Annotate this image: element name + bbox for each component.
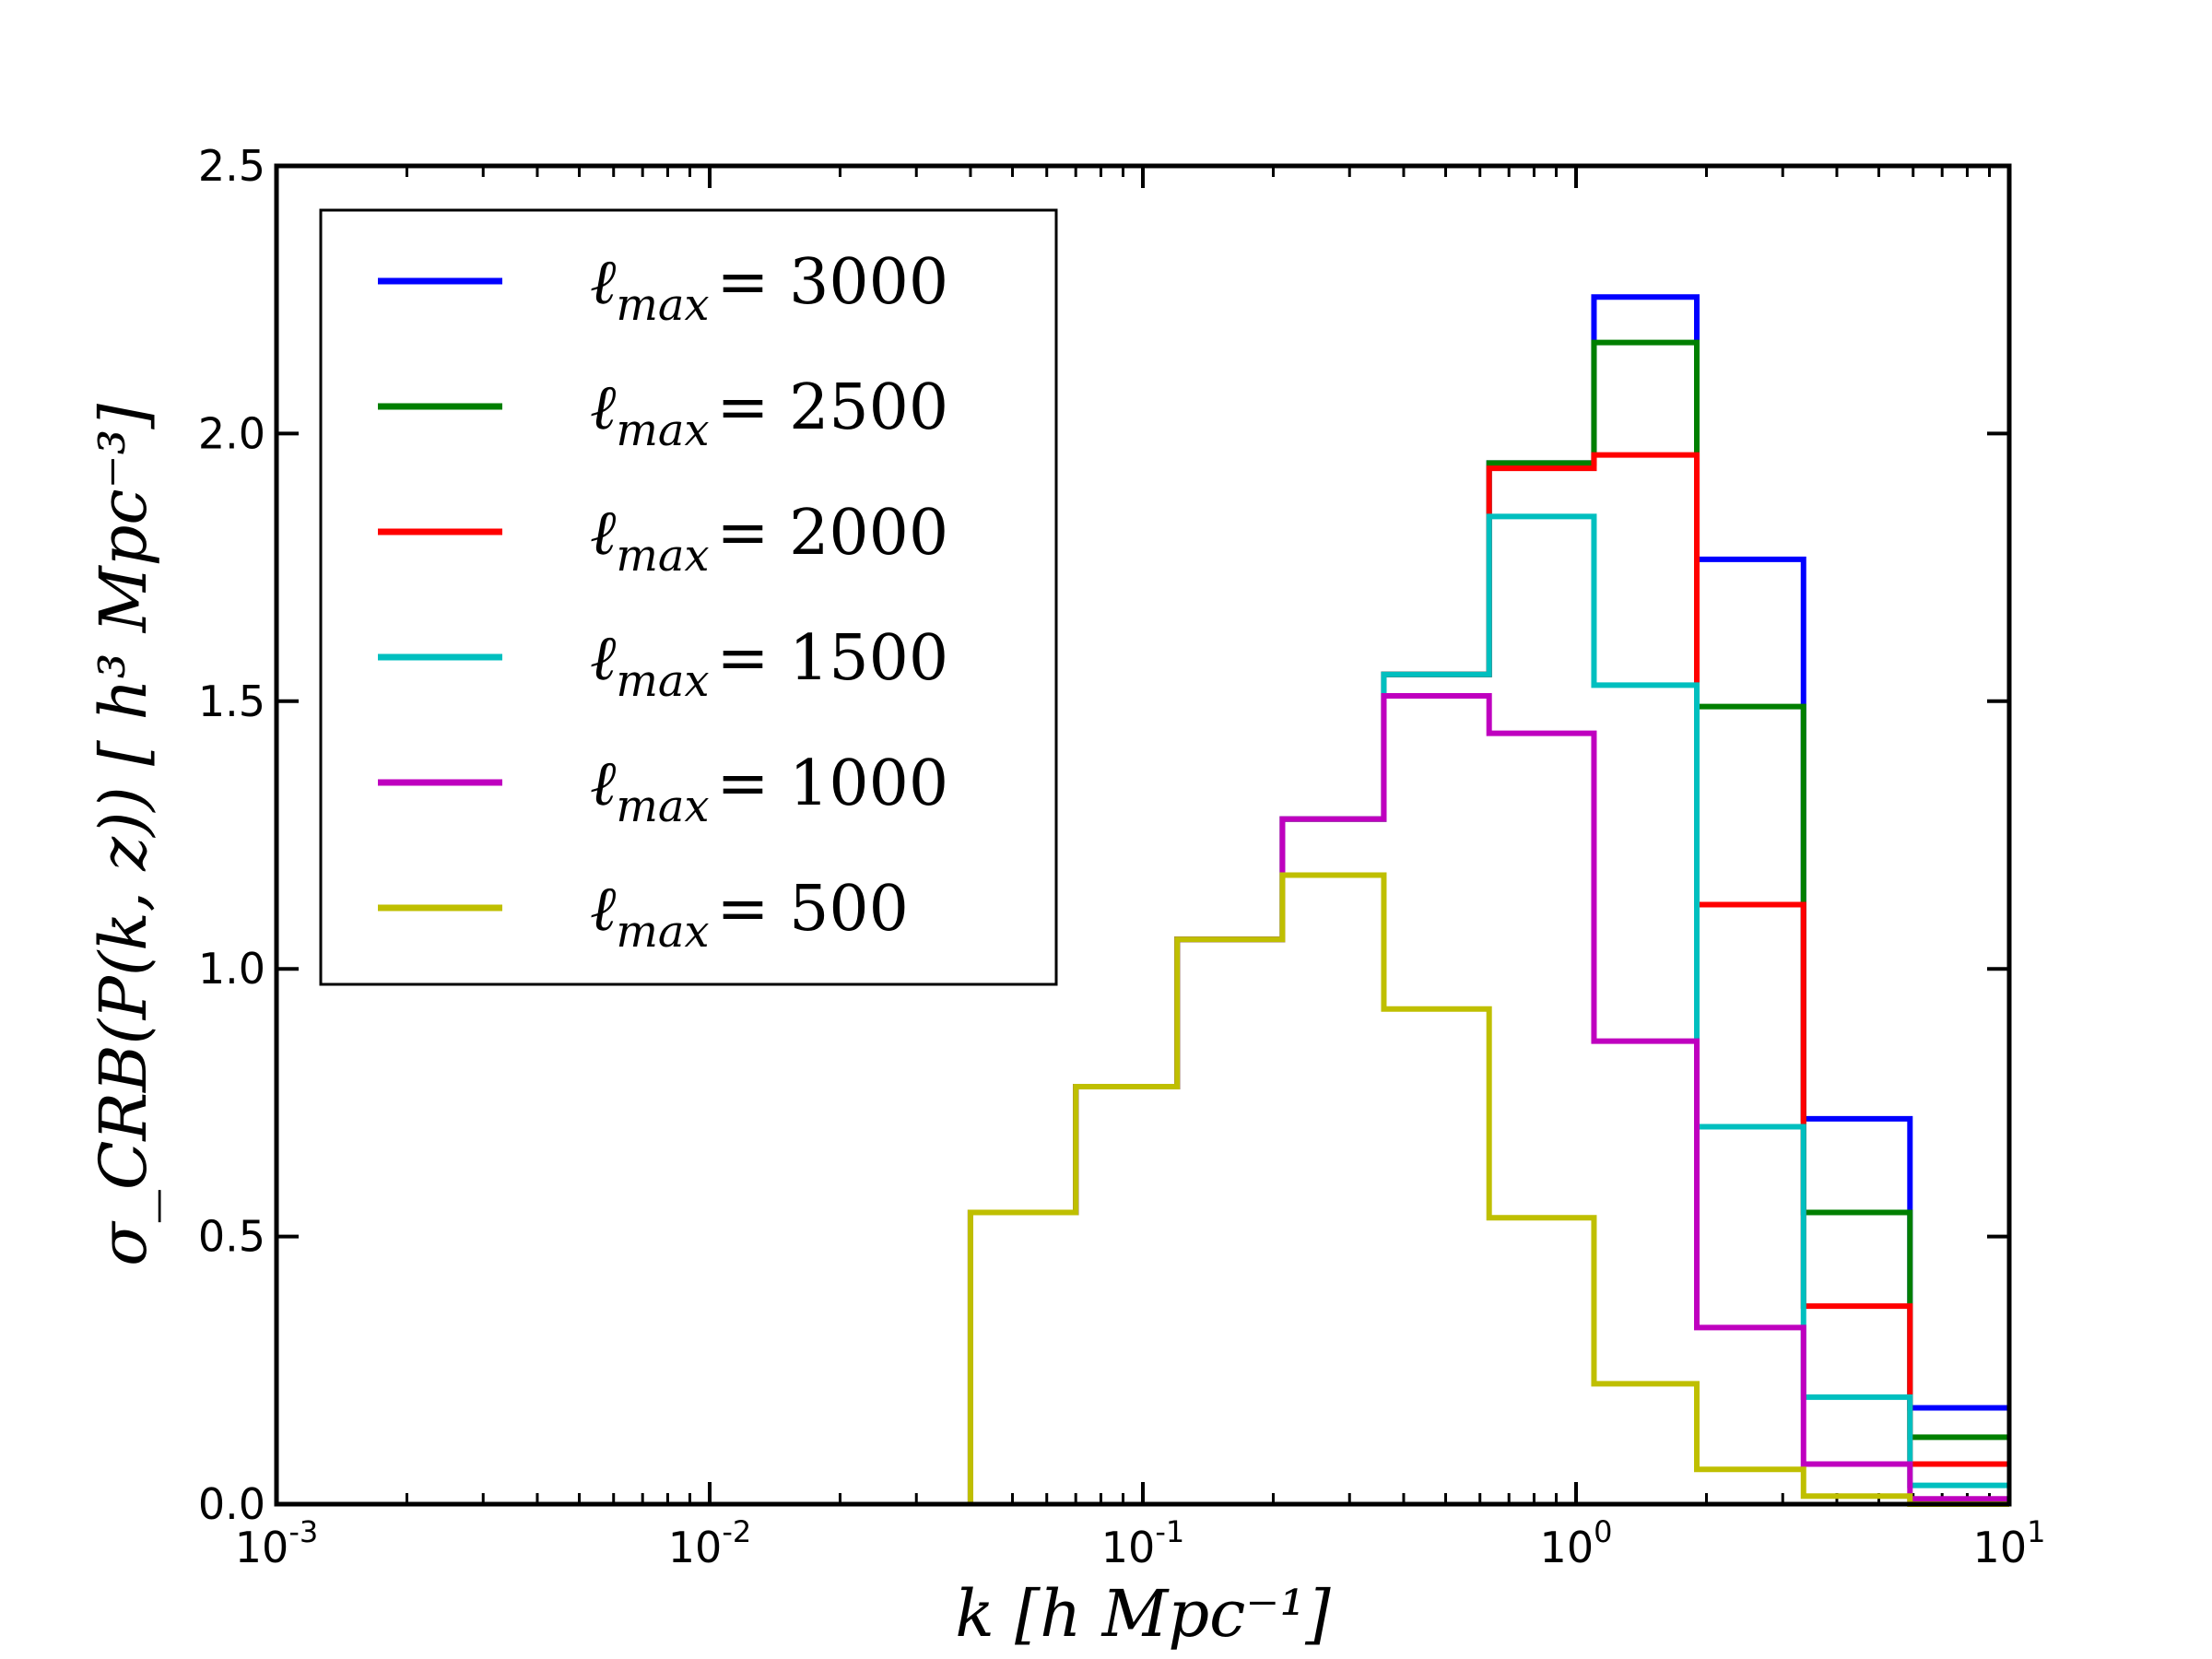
y-axis-label-text: σ_CRB(P(k, z)) [ h³ Mpc⁻³] [86, 403, 161, 1266]
x-axis-label: k [h Mpc⁻¹] [955, 1576, 1331, 1652]
legend-entry-2500: ℓmax = 2500 [378, 371, 948, 456]
y-tick-label: 0.5 [198, 1212, 265, 1262]
series-lines [967, 294, 2009, 1507]
legend-label: ℓmax = 3000 [590, 246, 948, 331]
x-tick-label: 101 [1973, 1514, 2046, 1572]
y-axis-label: σ_CRB(P(k, z)) [ h³ Mpc⁻³] [86, 403, 161, 1266]
y-tick-label: 1.5 [198, 677, 265, 726]
x-tick-label: 10-3 [235, 1514, 318, 1572]
y-tick-labels: 0.0 0.5 1.0 1.5 2.0 2.5 [198, 141, 265, 1529]
legend-entry-500: ℓmax = 500 [378, 873, 909, 958]
y-tick-label: 2.5 [198, 141, 265, 191]
y-tick-label: 0.0 [198, 1479, 265, 1529]
x-axis-label-text: k [h Mpc⁻¹] [955, 1576, 1331, 1652]
legend-entry-1500: ℓmax = 1500 [378, 622, 948, 707]
legend-entry-3000: ℓmax = 3000 [378, 246, 948, 331]
plot-frame [274, 163, 2012, 1507]
legend-label: ℓmax = 2500 [590, 371, 948, 456]
x-tick-labels: 10-3 10-2 10-1 100 101 [235, 1514, 2046, 1572]
legend: ℓmax = 3000 ℓmax = 2500 ℓmax = 2000 ℓmax = 1500… [319, 208, 1058, 986]
legend-label: ℓmax = 2000 [590, 497, 948, 582]
legend-label: ℓmax = 1000 [590, 747, 948, 832]
y-tick-label: 2.0 [198, 408, 265, 458]
x-tick-label: 10-1 [1101, 1514, 1184, 1572]
legend-entry-2000: ℓmax = 2000 [378, 497, 948, 582]
x-tick-label: 10-2 [668, 1514, 751, 1572]
series-line-500 [967, 872, 2009, 1507]
y-tick-label: 1.0 [198, 944, 265, 994]
legend-label: ℓmax = 1500 [590, 622, 948, 707]
legend-label: ℓmax = 500 [590, 873, 909, 958]
legend-entry-1000: ℓmax = 1000 [378, 747, 948, 832]
x-tick-label: 100 [1540, 1514, 1613, 1572]
legend-box [319, 208, 1058, 986]
